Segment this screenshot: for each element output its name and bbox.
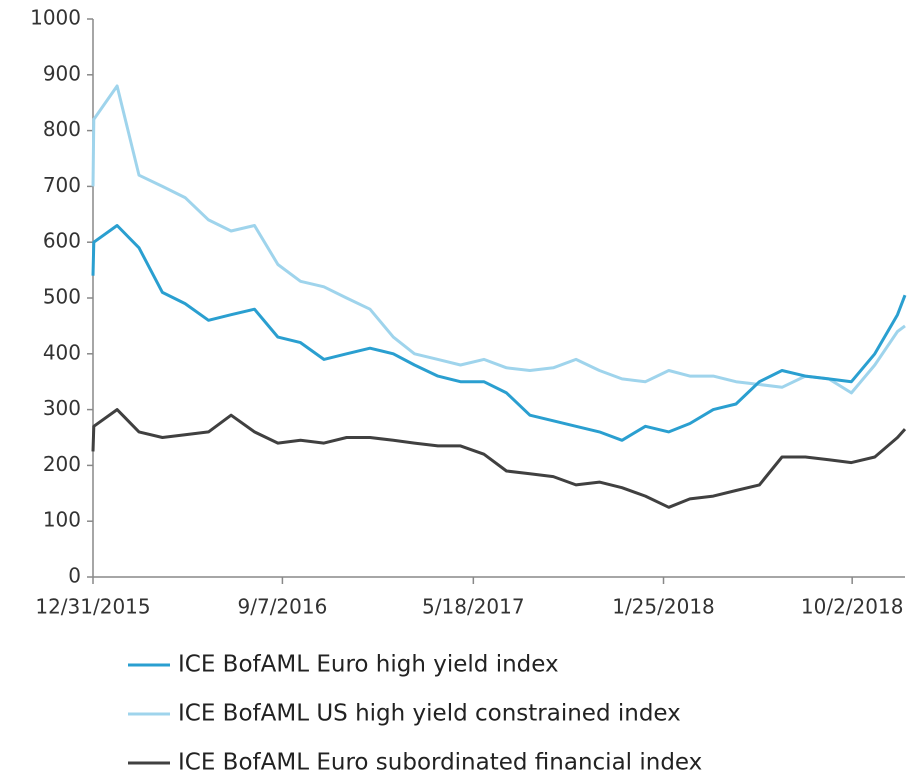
y-tick-label: 200 xyxy=(43,452,81,476)
y-tick-label: 500 xyxy=(43,285,81,309)
y-tick-label: 800 xyxy=(43,117,81,141)
y-tick-label: 1000 xyxy=(30,6,81,30)
series-line xyxy=(91,224,907,442)
y-tick-label: 700 xyxy=(43,173,81,197)
y-tick-label: 300 xyxy=(43,396,81,420)
series-line xyxy=(91,84,906,395)
y-tick-label: 100 xyxy=(43,508,81,532)
legend-label: ICE BofAML Euro subordinated financial i… xyxy=(178,750,702,776)
x-tick-label: 5/18/2017 xyxy=(422,595,525,619)
x-tick-label: 9/7/2016 xyxy=(238,595,328,619)
legend-label: ICE BofAML Euro high yield index xyxy=(178,652,559,678)
y-tick-label: 0 xyxy=(68,564,81,588)
x-tick-label: 12/31/2015 xyxy=(35,595,150,619)
y-tick-label: 600 xyxy=(43,229,81,253)
y-tick-label: 400 xyxy=(43,340,81,364)
x-tick-label: 10/2/2018 xyxy=(801,595,904,619)
legend-label: ICE BofAML US high yield constrained ind… xyxy=(178,701,681,727)
series-line xyxy=(91,408,907,509)
x-tick-label: 1/25/2018 xyxy=(612,595,715,619)
y-tick-label: 900 xyxy=(43,61,81,85)
